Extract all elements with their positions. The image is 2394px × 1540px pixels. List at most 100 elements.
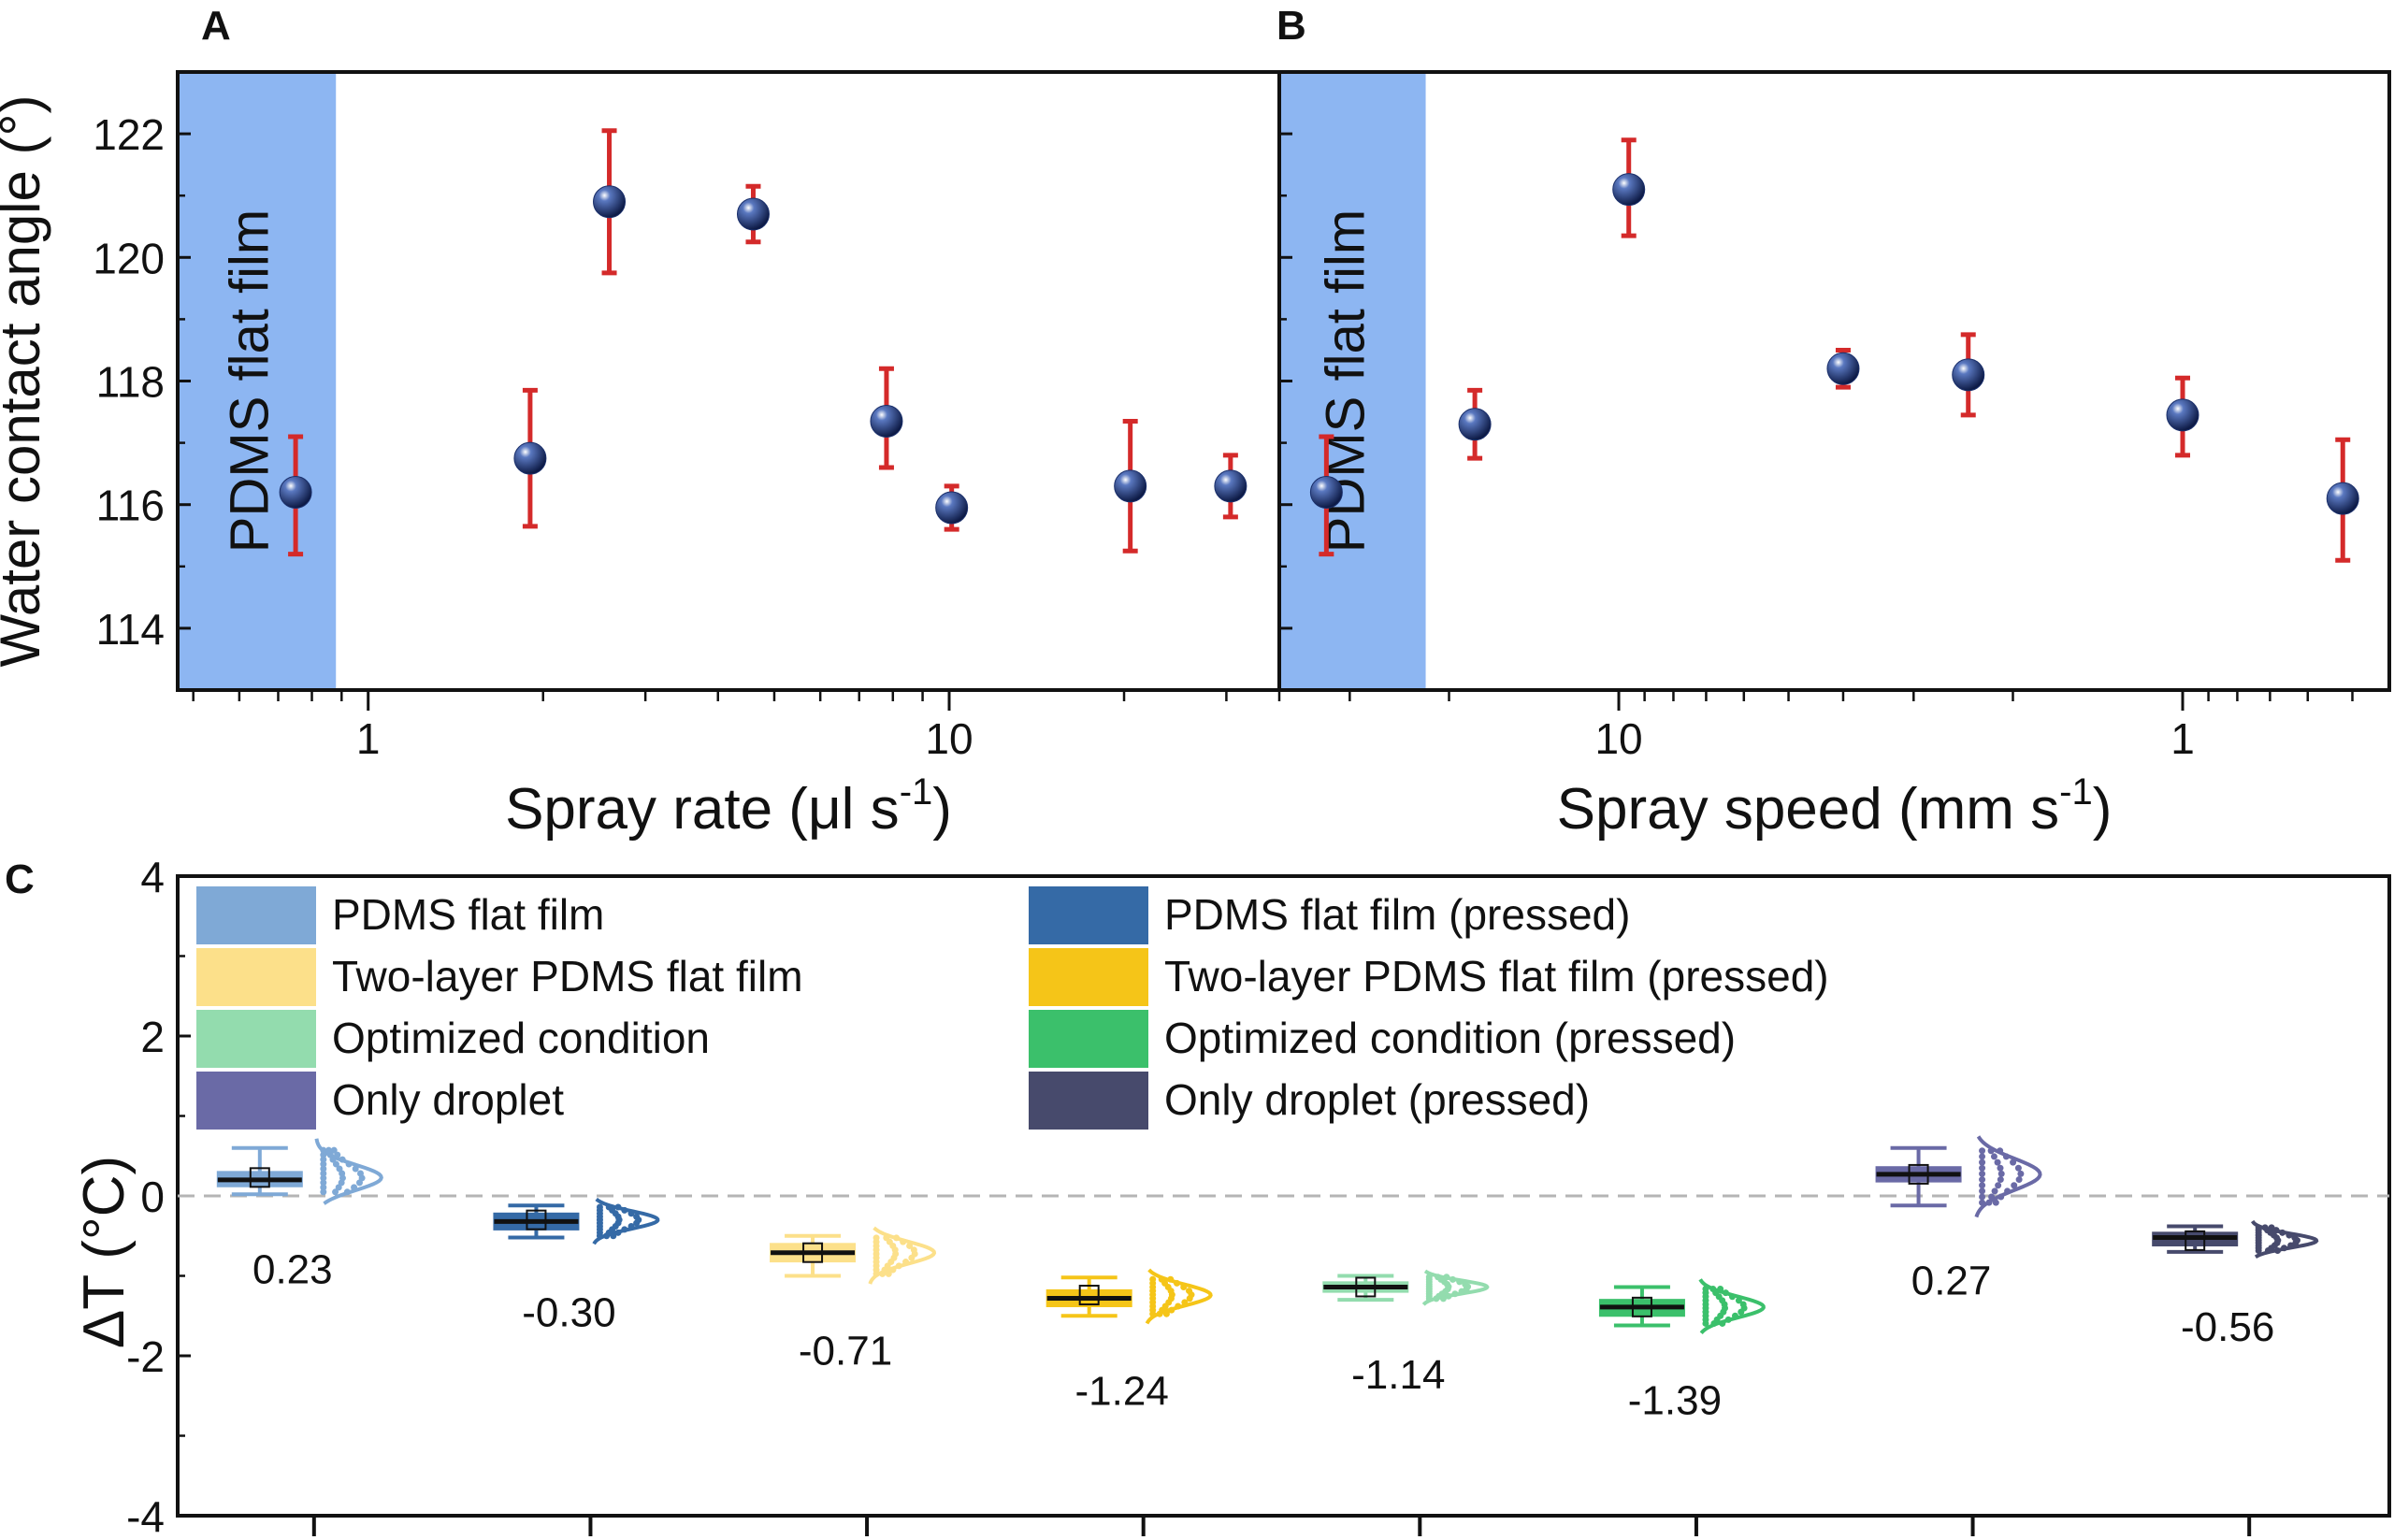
value-label: -1.24	[1075, 1368, 1169, 1414]
data-dot	[1979, 1182, 1986, 1189]
y-tick-label: -4	[126, 1492, 165, 1540]
data-point	[1612, 173, 1646, 207]
data-dot	[1979, 1159, 1986, 1166]
mean-marker	[526, 1209, 547, 1231]
data-dot	[320, 1165, 327, 1173]
x-tick-label: 1	[2170, 714, 2195, 763]
data-dot	[2014, 1164, 2022, 1172]
data-dot	[893, 1234, 901, 1242]
mean-marker	[1078, 1285, 1100, 1306]
data-dot	[1979, 1164, 1986, 1172]
shaded-region	[1279, 72, 1426, 690]
data-dot	[1709, 1286, 1717, 1293]
data-dot	[1168, 1306, 1175, 1314]
data-point	[593, 185, 627, 219]
distribution-curve	[592, 1197, 660, 1245]
value-label: 0.27	[1911, 1258, 1992, 1303]
data-dot	[627, 1222, 635, 1230]
mean-marker	[1908, 1163, 1929, 1185]
data-dot	[2255, 1224, 2262, 1231]
data-dot	[1702, 1286, 1709, 1293]
data-dot	[320, 1160, 327, 1168]
legend-swatch	[1029, 948, 1148, 1006]
legend-label: Two-layer PDMS flat film (pressed)	[1164, 952, 1829, 1000]
data-dot	[334, 1151, 341, 1159]
data-dot	[1162, 1310, 1170, 1317]
data-dot	[2002, 1153, 2010, 1160]
data-dot	[1979, 1187, 1986, 1195]
data-point	[2166, 398, 2199, 432]
data-point	[736, 197, 770, 231]
distribution-curve	[1421, 1269, 1490, 1306]
panel-label: B	[1276, 3, 1306, 49]
value-label: -1.14	[1351, 1352, 1445, 1398]
data-dot	[325, 1146, 333, 1154]
data-dot	[614, 1203, 622, 1211]
data-dot	[1991, 1187, 1998, 1195]
data-dot	[885, 1270, 892, 1277]
data-dot	[1462, 1280, 1469, 1288]
distribution-curve	[1974, 1135, 2042, 1218]
legend-label: PDMS flat film (pressed)	[1164, 890, 1630, 939]
data-dot	[1739, 1301, 1747, 1308]
data-dot	[320, 1184, 327, 1191]
panel-c: C -4 -2 0 2 4 ΔT (°C) PDMS flat film PDMS flat f…	[5, 853, 2391, 1540]
data-dot	[1990, 1153, 1997, 1160]
x-tick-label: 10	[925, 714, 973, 763]
data-dot	[1435, 1274, 1442, 1281]
panel-a: PDMS flat film 114 116 118 120 122 1 10 Spray ra…	[0, 3, 1281, 842]
legend-label: Only droplet	[332, 1075, 564, 1124]
y-tick-label: 0	[140, 1173, 165, 1221]
y-tick-label: 120	[93, 234, 165, 282]
data-dot	[2015, 1176, 2023, 1184]
data-point	[1214, 469, 1247, 503]
panel-label: C	[5, 856, 35, 902]
data-dot	[320, 1170, 327, 1177]
shaded-region-label: PDMS flat film	[220, 209, 281, 553]
data-dot	[1985, 1199, 1993, 1206]
data-point	[935, 491, 969, 525]
data-dot	[2004, 1187, 2012, 1195]
data-point	[1114, 469, 1147, 503]
data-dot	[352, 1165, 359, 1173]
value-label: -0.71	[799, 1329, 892, 1374]
y-tick-label: 118	[96, 358, 165, 407]
y-tick-label: -2	[126, 1332, 165, 1381]
legend-label: PDMS flat film	[332, 890, 604, 939]
data-dot	[1425, 1274, 1433, 1281]
data-point	[513, 441, 547, 475]
x-tick-label: 10	[1594, 714, 1642, 763]
mean-marker	[802, 1242, 824, 1263]
data-dot	[1979, 1147, 1986, 1155]
data-dot	[1149, 1275, 1157, 1283]
data-dot	[330, 1146, 338, 1154]
data-dot	[1175, 1303, 1182, 1310]
y-axis-label: ΔT (°C)	[72, 1156, 137, 1348]
legend-swatch	[196, 1010, 316, 1068]
data-dot	[332, 1160, 339, 1168]
data-point	[1309, 475, 1343, 509]
data-dot	[2280, 1245, 2287, 1252]
data-dot	[345, 1160, 353, 1168]
data-dot	[1735, 1297, 1742, 1304]
value-label: -0.30	[522, 1289, 615, 1335]
data-dot	[351, 1184, 358, 1191]
data-dot	[1994, 1159, 2001, 1166]
data-dot	[883, 1234, 890, 1242]
data-point	[870, 404, 903, 438]
data-dot	[621, 1206, 628, 1214]
legend-label: Optimized condition	[332, 1014, 710, 1062]
data-dot	[339, 1156, 346, 1163]
legend-label: Only droplet (pressed)	[1164, 1075, 1590, 1124]
data-dot	[1181, 1299, 1189, 1306]
panel-label: A	[201, 3, 231, 49]
data-dot	[1167, 1275, 1175, 1283]
data-point	[1826, 352, 1860, 385]
data-dot	[902, 1259, 910, 1266]
y-tick-label: 114	[96, 605, 165, 654]
data-dot	[1456, 1278, 1464, 1286]
data-dot	[1997, 1147, 2004, 1155]
data-point	[2326, 482, 2359, 515]
value-label: -1.39	[1628, 1378, 1722, 1424]
y-tick-label: 116	[96, 482, 165, 530]
